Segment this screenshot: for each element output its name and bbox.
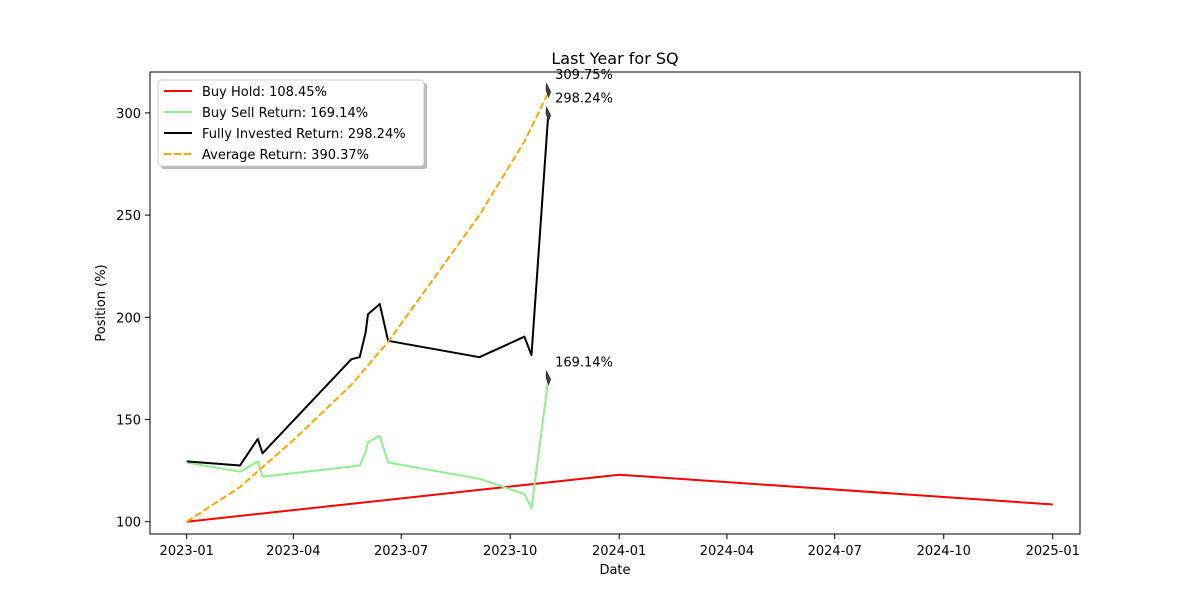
y-tick-label-0: 100 <box>116 516 141 531</box>
y-tick-label-4: 300 <box>116 107 141 122</box>
x-tick-label-3: 2023-10 <box>483 544 537 559</box>
x-tick-label-0: 2023-01 <box>160 544 214 559</box>
series-line-1 <box>186 380 550 510</box>
y-tick-label-3: 250 <box>116 209 141 224</box>
legend-label-2: Fully Invested Return: 298.24% <box>202 127 406 142</box>
x-tick-label-4: 2024-01 <box>592 544 646 559</box>
x-tick-label-8: 2025-01 <box>1026 544 1080 559</box>
series-line-3 <box>186 92 549 523</box>
y-tick-label-2: 200 <box>116 311 141 326</box>
plot-frame <box>149 71 1081 535</box>
x-tick-label-6: 2024-07 <box>808 544 862 559</box>
axes-layer: 2023-01 2023-04 2023-07 2023-10 2024-01 2024-… <box>116 71 1081 559</box>
legend-label-0: Buy Hold: 108.45% <box>202 85 327 100</box>
annotation-label-2: 169.14% <box>555 355 613 370</box>
annotation-arrow-0 <box>545 82 552 99</box>
annotation-layer: 309.75% 298.24% 169.14% <box>545 68 613 386</box>
x-tick-label-1: 2023-04 <box>266 544 320 559</box>
series-layer <box>186 92 1053 523</box>
annotation-arrow-1 <box>545 106 552 122</box>
y-axis-label: Position (%) <box>94 264 109 341</box>
legend: Buy Hold: 108.45% Buy Sell Return: 169.14… <box>157 79 427 169</box>
legend-label-1: Buy Sell Return: 169.14% <box>202 106 368 121</box>
x-tick-label-2: 2023-07 <box>374 544 428 559</box>
series-line-2 <box>186 116 550 467</box>
x-tick-label-5: 2024-04 <box>700 544 754 559</box>
legend-box <box>157 79 425 167</box>
x-axis-label: Date <box>599 563 630 578</box>
series-line-0 <box>186 473 1053 523</box>
chart-title: Last Year for SQ <box>551 49 678 68</box>
annotation-arrow-2 <box>545 369 552 386</box>
y-tick-label-1: 150 <box>116 414 141 429</box>
legend-label-3: Average Return: 390.37% <box>202 148 369 163</box>
annotation-label-1: 298.24% <box>555 91 613 106</box>
x-tick-label-7: 2024-10 <box>917 544 971 559</box>
annotation-label-0: 309.75% <box>555 68 613 83</box>
